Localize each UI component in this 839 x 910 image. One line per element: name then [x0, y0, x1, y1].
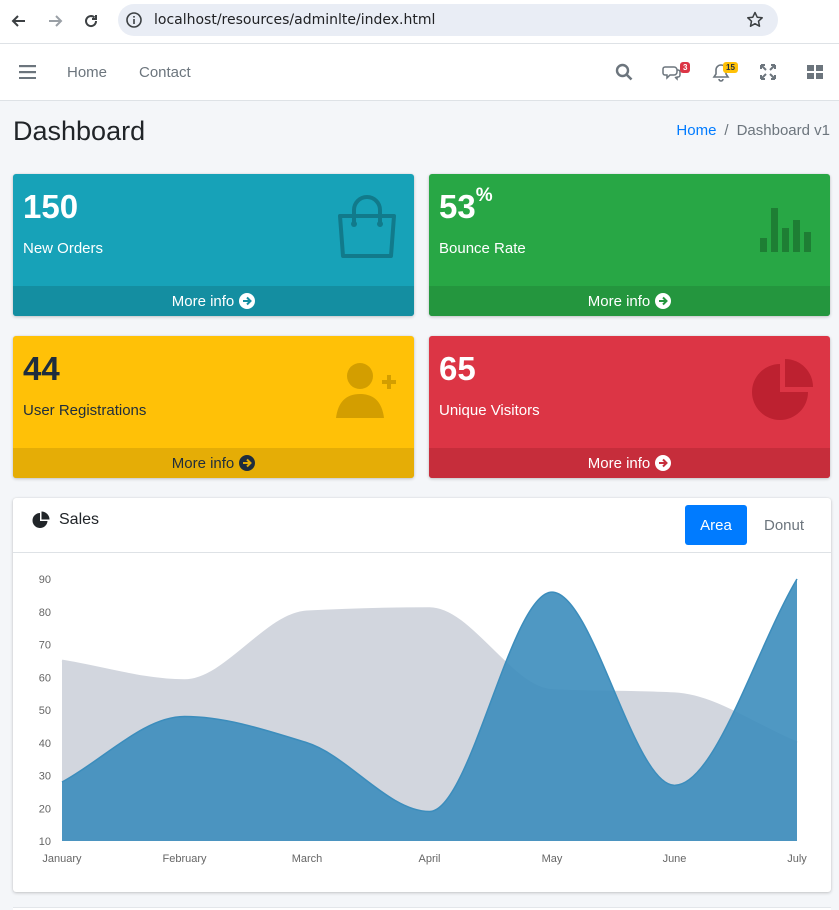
back-button[interactable]: [6, 8, 32, 34]
small-box-value: 53%: [439, 185, 493, 225]
fullscreen-icon[interactable]: [758, 62, 778, 82]
y-tick-label: 50: [39, 705, 51, 717]
y-tick-label: 90: [39, 574, 51, 586]
small-box-label: User Registrations: [23, 402, 147, 419]
arrow-circle-right-icon: [655, 455, 672, 471]
control-sidebar-icon[interactable]: [805, 62, 825, 82]
area-series-2: [62, 579, 797, 841]
small-box-value: 65: [439, 350, 476, 387]
x-tick-label: May: [542, 853, 563, 865]
small-box-bounce-rate: 53% Bounce Rate More info: [429, 174, 830, 316]
user-plus-icon: [336, 363, 396, 418]
sales-area-chart: 10 20 30 40 50 60 70 80 90 January February March Ap…: [39, 574, 808, 865]
url-text[interactable]: localhost/resources/adminlte/index.html: [154, 12, 436, 28]
reload-button[interactable]: [78, 8, 104, 34]
x-tick-label: January: [42, 853, 82, 865]
arrow-circle-right-icon: [239, 455, 256, 471]
next-card-edge: [13, 907, 831, 910]
tab-donut[interactable]: Donut: [763, 516, 805, 534]
more-info-link[interactable]: More info: [13, 448, 414, 478]
bar-chart-icon: [760, 208, 811, 252]
more-info-link[interactable]: More info: [429, 448, 830, 478]
small-box-value: 150: [23, 188, 79, 225]
shopping-bag-icon: [338, 195, 396, 258]
small-box-value: 44: [23, 350, 60, 387]
hamburger-menu-icon[interactable]: [19, 65, 36, 79]
small-box-label: Bounce Rate: [439, 240, 526, 257]
breadcrumb: Home / Dashboard v1: [676, 122, 830, 139]
line-series-2: [61, 578, 798, 813]
y-tick-label: 60: [39, 672, 51, 684]
small-box-user-registrations: 44 User Registrations More info: [13, 336, 414, 478]
pie-chart-icon: [752, 359, 813, 420]
line-series-1: [61, 607, 798, 744]
nav-link-contact[interactable]: Contact: [139, 64, 191, 81]
y-tick-label: 40: [39, 738, 51, 750]
y-tick-label: 30: [39, 771, 51, 783]
main-navbar: Home Contact 3 15: [0, 44, 839, 101]
nav-link-home[interactable]: Home: [67, 64, 108, 81]
comments-icon[interactable]: [662, 62, 682, 82]
more-info-link[interactable]: More info: [429, 286, 830, 316]
page-title: Dashboard: [13, 116, 146, 146]
x-tick-label: April: [418, 853, 440, 865]
card-title: Sales: [59, 511, 100, 528]
notifications-badge: 15: [723, 62, 738, 73]
small-box-new-orders: 150 New Orders More info: [13, 174, 414, 316]
tab-area[interactable]: Area: [685, 505, 747, 545]
y-tick-label: 80: [39, 607, 51, 619]
info-icon[interactable]: [126, 12, 142, 28]
card-header: Sales Area Donut: [13, 498, 831, 553]
x-tick-label: July: [787, 853, 807, 865]
small-box-unique-visitors: 65 Unique Visitors More info: [429, 336, 830, 478]
chart-pie-icon: [32, 511, 50, 528]
star-icon[interactable]: [746, 11, 764, 29]
browser-toolbar: localhost/resources/adminlte/index.html: [0, 0, 839, 44]
y-tick-label: 20: [39, 803, 51, 815]
x-tick-label: March: [292, 853, 323, 865]
search-icon[interactable]: [614, 62, 634, 82]
x-tick-label: June: [663, 853, 687, 865]
address-bar[interactable]: localhost/resources/adminlte/index.html: [118, 4, 778, 36]
x-tick-label: February: [162, 853, 207, 865]
arrow-right-icon: [49, 15, 63, 27]
y-tick-label: 10: [39, 836, 51, 848]
breadcrumb-current: Dashboard v1: [736, 122, 830, 139]
more-info-link[interactable]: More info: [13, 286, 414, 316]
small-box-label: Unique Visitors: [439, 402, 540, 419]
breadcrumb-separator: /: [724, 122, 729, 139]
y-tick-label: 70: [39, 640, 51, 652]
arrow-circle-right-icon: [239, 293, 256, 309]
sales-card: Sales Area Donut 10 20 30 40 50 60 70 80 90 Janua…: [13, 498, 831, 892]
reload-icon: [85, 15, 98, 28]
messages-badge: 3: [680, 62, 691, 73]
forward-button[interactable]: [42, 8, 68, 34]
small-box-label: New Orders: [23, 240, 104, 257]
breadcrumb-home-link[interactable]: Home: [676, 122, 717, 139]
arrow-left-icon: [11, 15, 25, 27]
arrow-circle-right-icon: [655, 293, 672, 309]
